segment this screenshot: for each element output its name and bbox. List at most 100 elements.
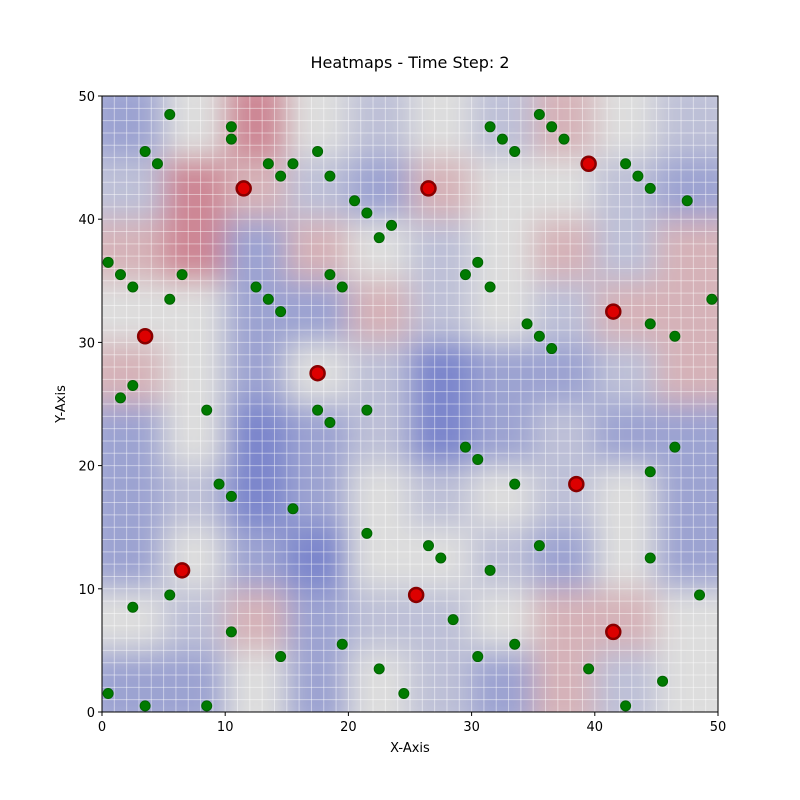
y-tick-label: 50 — [78, 90, 95, 105]
heat-cell — [348, 157, 411, 220]
heat-cell — [533, 219, 596, 282]
point — [386, 219, 398, 231]
heat-cell — [348, 219, 411, 282]
heat-cell — [533, 96, 596, 159]
heat-cell — [410, 280, 473, 343]
y-tick-label: 40 — [78, 213, 95, 228]
x-tick-label: 30 — [463, 720, 480, 735]
x-tick-label: 40 — [587, 720, 604, 735]
heat-cell — [656, 157, 718, 220]
x-tick-label: 0 — [98, 720, 106, 735]
point — [114, 269, 126, 281]
chart-title: Heatmaps - Time Step: 2 — [310, 53, 509, 72]
point — [213, 478, 225, 490]
heat-cell — [225, 650, 288, 712]
heat-cell — [533, 280, 596, 343]
point — [694, 589, 706, 601]
point — [225, 133, 237, 145]
point — [324, 416, 336, 428]
point — [201, 700, 213, 712]
point — [235, 180, 252, 197]
heat-cell — [102, 404, 165, 467]
point — [546, 343, 558, 355]
point — [250, 281, 262, 293]
heat-cell — [225, 404, 288, 467]
heat-cell — [348, 342, 411, 405]
heat-cell — [533, 527, 596, 590]
point — [605, 303, 622, 320]
point — [420, 180, 437, 197]
heat-cell — [348, 650, 411, 712]
heat-cell — [471, 404, 534, 467]
point — [361, 527, 373, 539]
point — [275, 306, 287, 318]
heat-cell — [348, 96, 411, 159]
heat-cell — [225, 527, 288, 590]
point — [484, 281, 496, 293]
point — [398, 688, 410, 700]
heat-cell — [471, 527, 534, 590]
point — [583, 663, 595, 675]
point — [472, 651, 484, 663]
heat-cell — [102, 650, 165, 712]
point — [287, 503, 299, 515]
heat-cell — [656, 527, 718, 590]
point — [262, 158, 274, 170]
heat-cell — [656, 219, 718, 282]
heat-cell — [656, 588, 718, 651]
heat-cell — [410, 404, 473, 467]
heat-cell — [163, 280, 226, 343]
heat-cell — [410, 157, 473, 220]
x-tick-label: 10 — [217, 720, 234, 735]
point — [509, 638, 521, 650]
point — [127, 601, 139, 613]
point — [361, 404, 373, 416]
heat-cell — [410, 342, 473, 405]
point — [164, 589, 176, 601]
point — [509, 478, 521, 490]
heat-cell — [594, 404, 657, 467]
point — [102, 688, 114, 700]
point — [496, 133, 508, 145]
point — [546, 121, 558, 133]
x-tick-label: 20 — [340, 720, 357, 735]
heat-cell — [163, 219, 226, 282]
heat-cell — [471, 342, 534, 405]
point — [459, 269, 471, 281]
point — [644, 466, 656, 478]
point — [484, 564, 496, 576]
heat-cell — [348, 588, 411, 651]
heat-cell — [348, 465, 411, 528]
point — [620, 700, 632, 712]
heat-cell — [286, 157, 349, 220]
point — [533, 330, 545, 342]
heat-cell — [594, 465, 657, 528]
heat-cell — [533, 650, 596, 712]
point — [533, 108, 545, 120]
x-tick-label: 50 — [710, 720, 727, 735]
point — [173, 562, 191, 579]
heat-cell — [286, 465, 349, 528]
heat-cell — [163, 650, 226, 712]
heat-cell — [471, 588, 534, 651]
heat-cell — [410, 650, 473, 712]
heat-cell — [102, 465, 165, 528]
heatmap-cells — [102, 96, 718, 712]
heat-cell — [656, 404, 718, 467]
point — [139, 145, 151, 157]
heat-cell — [533, 342, 596, 405]
heat-cell — [471, 280, 534, 343]
point — [127, 281, 139, 293]
heat-cell — [163, 157, 226, 220]
point — [225, 121, 237, 133]
point — [669, 330, 681, 342]
point — [275, 170, 287, 182]
heat-cell — [163, 342, 226, 405]
x-axis-label: X-Axis — [390, 741, 430, 756]
point — [309, 364, 326, 382]
heat-cell — [410, 96, 473, 159]
point — [373, 663, 385, 675]
point — [533, 540, 545, 552]
point — [201, 404, 213, 416]
